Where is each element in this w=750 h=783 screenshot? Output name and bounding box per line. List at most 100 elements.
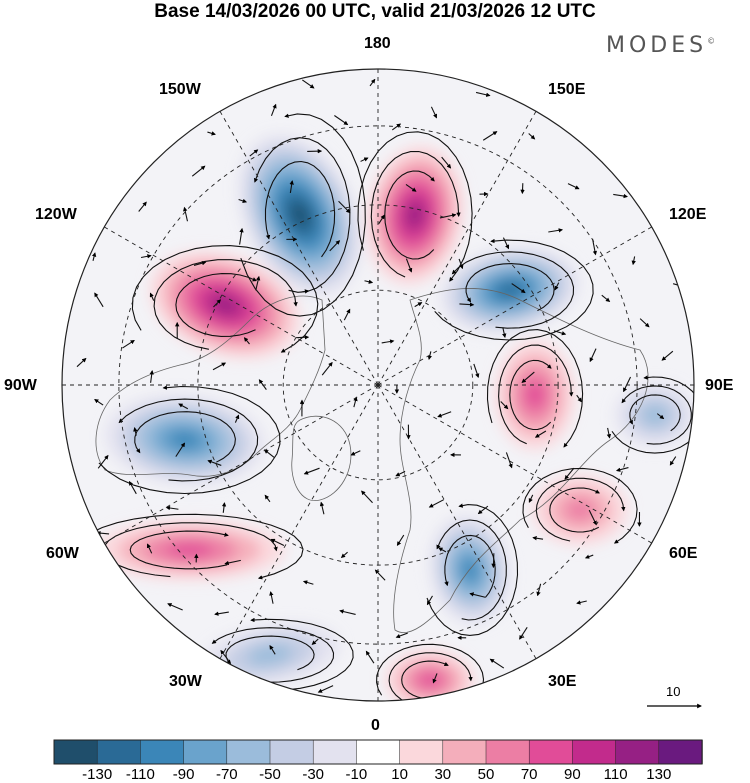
wind-vector bbox=[289, 180, 294, 193]
wind-vector bbox=[391, 123, 402, 131]
wind-vector bbox=[224, 559, 241, 566]
lon-label-90w: 90W bbox=[4, 377, 37, 394]
wind-vector bbox=[588, 509, 597, 526]
wind-vector bbox=[428, 499, 444, 508]
page-title: Base 14/03/2026 00 UTC, valid 21/03/2026… bbox=[154, 1, 596, 22]
coast-greenland bbox=[291, 415, 352, 502]
wind-vector bbox=[214, 611, 229, 616]
colorbar-tick-label: -130 bbox=[82, 766, 113, 783]
wind-scale-label: 10 bbox=[666, 684, 681, 699]
wind-vector bbox=[149, 370, 154, 383]
wind-vector bbox=[300, 289, 310, 294]
wind-vector bbox=[128, 480, 137, 495]
lon-label-30e: 30E bbox=[548, 673, 577, 690]
colorbar-swatch bbox=[658, 739, 703, 765]
wind-vector bbox=[601, 294, 611, 303]
wind-vector bbox=[270, 538, 285, 546]
wind-vector bbox=[405, 258, 413, 273]
wind-vector bbox=[438, 547, 447, 553]
streamline bbox=[129, 530, 229, 570]
wind-vector bbox=[263, 449, 275, 458]
wind-vector bbox=[360, 157, 369, 162]
wind-vector bbox=[175, 442, 185, 457]
wind-vector bbox=[381, 339, 395, 344]
wind-vector bbox=[269, 645, 276, 655]
wind-vector bbox=[564, 467, 575, 480]
lon-label-150w: 150W bbox=[159, 81, 201, 98]
colorbar-tick-label: -70 bbox=[215, 766, 238, 783]
brand-mark: © bbox=[707, 36, 716, 46]
streamline bbox=[98, 385, 281, 495]
wind-vector bbox=[576, 600, 587, 605]
wind-vector bbox=[220, 649, 229, 661]
wind-vector bbox=[414, 302, 423, 308]
brand-name: MODES bbox=[606, 33, 708, 58]
streamline bbox=[509, 359, 552, 431]
colorbar-swatch bbox=[615, 739, 660, 765]
wind-vector bbox=[432, 673, 438, 684]
latitude-circle bbox=[197, 204, 559, 566]
wind-vector bbox=[317, 685, 334, 693]
wind-vector bbox=[94, 292, 104, 308]
streamline bbox=[118, 398, 259, 482]
wind-vector bbox=[521, 371, 535, 383]
wind-vector bbox=[430, 106, 437, 119]
wind-vector bbox=[534, 430, 547, 438]
wind-vector bbox=[554, 282, 560, 291]
colorbar-tick-label: -10 bbox=[345, 766, 368, 783]
wind-vector bbox=[606, 427, 612, 439]
anomaly-ridge-middle-east bbox=[532, 475, 628, 545]
lon-label-120w: 120W bbox=[35, 206, 77, 223]
wind-vector bbox=[338, 200, 351, 214]
wind-vector bbox=[140, 254, 152, 259]
anomaly-ridge-north-africa bbox=[385, 650, 475, 701]
wind-vector bbox=[296, 335, 310, 340]
wind-vector bbox=[475, 91, 491, 97]
wind-vector bbox=[165, 505, 179, 511]
wind-vector bbox=[477, 505, 489, 515]
wind-vector bbox=[439, 213, 457, 219]
wind-vector bbox=[639, 559, 644, 577]
wind-vector bbox=[458, 258, 464, 270]
wind-vector bbox=[396, 534, 405, 546]
colorbar-tick-label: 130 bbox=[646, 766, 672, 783]
wind-vector bbox=[183, 206, 189, 222]
wind-vector bbox=[528, 133, 536, 140]
colorbar-swatch bbox=[485, 739, 530, 765]
colorbar-swatch bbox=[183, 739, 228, 765]
wind-vector bbox=[519, 626, 528, 640]
wind-vector bbox=[239, 227, 244, 245]
wind-vector bbox=[631, 256, 636, 266]
colorbar-swatch bbox=[528, 739, 574, 765]
streamline bbox=[436, 519, 507, 621]
streamline bbox=[628, 394, 681, 432]
lon-label-30w: 30W bbox=[169, 673, 202, 690]
streamline bbox=[131, 245, 319, 353]
wind-vector bbox=[146, 543, 153, 554]
streamline bbox=[153, 259, 298, 350]
wind-vector bbox=[669, 456, 677, 466]
wind-vector bbox=[207, 131, 216, 136]
wind-vector bbox=[469, 592, 486, 598]
wind-vector bbox=[234, 414, 240, 423]
wind-vector bbox=[350, 450, 361, 456]
anomaly-trough-canada-east bbox=[105, 394, 265, 486]
wind-vector bbox=[661, 350, 674, 361]
wind-vector bbox=[249, 149, 259, 157]
wind-vector bbox=[319, 501, 325, 515]
wind-vector bbox=[353, 396, 358, 408]
wind-vector bbox=[321, 361, 333, 376]
streamline bbox=[522, 467, 638, 544]
streamline bbox=[225, 635, 315, 671]
colorbar-tick-label: -90 bbox=[172, 766, 195, 783]
wind-vector bbox=[532, 536, 544, 541]
wind-vector bbox=[502, 327, 507, 338]
lon-label-60e: 60E bbox=[669, 545, 698, 562]
wind-vector bbox=[340, 551, 348, 559]
wind-vector bbox=[528, 494, 534, 503]
streamline bbox=[434, 238, 594, 341]
wind-vector bbox=[302, 79, 315, 89]
lon-label-60w: 60W bbox=[46, 545, 79, 562]
wind-vector bbox=[505, 452, 513, 469]
